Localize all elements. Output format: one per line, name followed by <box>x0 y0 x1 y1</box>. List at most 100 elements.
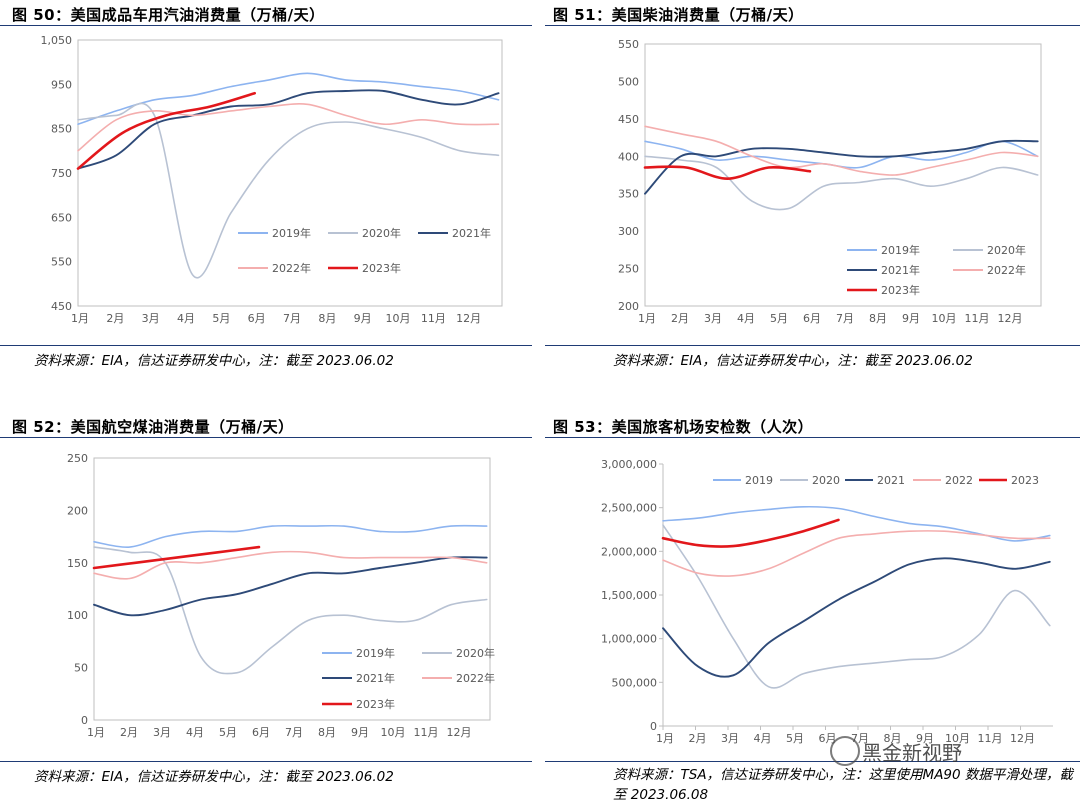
x-tick-label: 3月 <box>704 312 722 325</box>
x-tick-label: 12月 <box>447 726 472 739</box>
x-tick-label: 12月 <box>998 312 1023 325</box>
x-tick-label: 7月 <box>836 312 854 325</box>
y-tick-label: 950 <box>51 78 72 91</box>
y-tick-label: 550 <box>618 38 639 51</box>
series-line-2023 <box>661 518 840 548</box>
y-tick-label: 200 <box>67 504 88 517</box>
legend-label: 2022 <box>945 474 973 487</box>
x-tick-label: 4月 <box>737 312 755 325</box>
x-tick-label: 11月 <box>421 312 446 325</box>
y-tick-label: 750 <box>51 167 72 180</box>
x-tick-label: 4月 <box>186 726 204 739</box>
series-line-2019 <box>77 72 500 125</box>
y-tick-label: 3,000,000 <box>601 458 657 471</box>
y-tick-label: 250 <box>618 263 639 276</box>
x-tick-label: 2月 <box>120 726 138 739</box>
chart-title: 图 52：美国航空煤油消费量（万桶/天） <box>12 418 294 436</box>
series-line-2020 <box>93 546 488 675</box>
y-tick-label: 450 <box>51 300 72 313</box>
x-tick-label: 6月 <box>252 726 270 739</box>
series-line-2021 <box>77 89 500 170</box>
tsa-chart: 0 500,000 1,000,000 1,500,000 2,000,000 2,500… <box>601 458 1053 745</box>
x-tick-label: 9月 <box>902 312 920 325</box>
diesel-chart: 200 250 300 350 400 450 500 550 1月 2月 3月 4月 5月 6月 7月 8月… <box>618 38 1042 325</box>
chart-source: 资料来源：EIA，信达证券研发中心，注：截至 2023.06.02 <box>34 353 394 369</box>
x-tick-label: 11月 <box>414 726 439 739</box>
y-tick-label: 650 <box>51 211 72 224</box>
y-tick-label: 0 <box>650 720 657 733</box>
series-line-2019 <box>93 524 488 548</box>
y-tick-label: 550 <box>51 256 72 269</box>
y-tick-label: 500,000 <box>612 676 658 689</box>
y-tick-label: 250 <box>67 452 88 465</box>
x-tick-label: 5月 <box>212 312 230 325</box>
x-tick-label: 8月 <box>869 312 887 325</box>
x-tick-label: 10月 <box>945 732 970 745</box>
legend-label: 2019 <box>745 474 773 487</box>
y-tick-label: 50 <box>74 662 88 675</box>
y-tick-label: 450 <box>618 113 639 126</box>
x-tick-label: 5月 <box>786 732 804 745</box>
y-tick-label: 200 <box>618 300 639 313</box>
legend-label: 2021 <box>877 474 905 487</box>
legend-label: 2023年 <box>362 261 401 275</box>
jet-fuel-chart: 0 50 100 150 200 250 1月 2月 3月 4月 5月 6月 7月 8月 9月 10月 11月 1… <box>67 452 495 739</box>
x-tick-label: 3月 <box>721 732 739 745</box>
y-tick-label: 300 <box>618 225 639 238</box>
source-rule <box>0 345 532 346</box>
legend-label: 2022年 <box>272 261 311 275</box>
chart-panel-tsa: 图 53：美国旅客机场安检数（人次） 0 500,000 1,000,000 1,50… <box>545 412 1080 803</box>
series-line-2022 <box>644 125 1039 176</box>
series-line-2020 <box>644 155 1039 211</box>
x-tick-label: 1月 <box>71 312 89 325</box>
title-rule <box>545 25 1080 26</box>
legend-label: 2020年 <box>362 226 401 240</box>
series-line-2022 <box>77 103 500 152</box>
y-tick-label: 2,500,000 <box>601 502 657 515</box>
x-tick-label: 2月 <box>671 312 689 325</box>
chart-panel-jet-fuel: 图 52：美国航空煤油消费量（万桶/天） 0 50 100 150 200 250 1月 2月… <box>0 412 535 802</box>
legend-label: 2019年 <box>272 226 311 240</box>
legend-label: 2019年 <box>356 646 395 660</box>
wechat-icon <box>830 736 860 766</box>
source-rule <box>545 345 1080 346</box>
x-tick-label: 3月 <box>142 312 160 325</box>
title-rule <box>0 25 532 26</box>
x-tick-label: 7月 <box>285 726 303 739</box>
legend-label: 2021年 <box>452 226 491 240</box>
chart-title: 图 50：美国成品车用汽油消费量（万桶/天） <box>12 6 325 24</box>
x-tick-label: 8月 <box>318 312 336 325</box>
legend-label: 2023年 <box>881 283 920 297</box>
x-tick-label: 11月 <box>978 732 1003 745</box>
series-line-2020 <box>77 102 500 279</box>
series-line-2023 <box>76 91 256 170</box>
series-line-2023 <box>643 165 812 180</box>
title-rule <box>0 437 532 438</box>
source-rule <box>0 761 532 762</box>
series-line-2022 <box>662 530 1051 577</box>
chart-source: 资料来源：EIA，信达证券研发中心，注：截至 2023.06.02 <box>34 769 394 785</box>
x-tick-label: 6月 <box>248 312 266 325</box>
plot-frame <box>77 39 503 307</box>
chart-title: 图 53：美国旅客机场安检数（人次） <box>553 418 814 436</box>
series-line-2021 <box>662 557 1051 678</box>
x-tick-label: 9月 <box>351 726 369 739</box>
x-tick-label: 7月 <box>283 312 301 325</box>
x-tick-label: 3月 <box>153 726 171 739</box>
series-line-2022 <box>93 550 488 580</box>
x-tick-label: 4月 <box>754 732 772 745</box>
y-tick-label: 1,500,000 <box>601 589 657 602</box>
chart-source: 资料来源：TSA，信达证券研发中心，注：这里使用MA90 数据平滑处理，截至 2… <box>613 767 1073 803</box>
x-tick-label: 4月 <box>177 312 195 325</box>
x-tick-label: 2月 <box>689 732 707 745</box>
legend-label: 2022年 <box>987 263 1026 277</box>
legend-label: 2023年 <box>356 697 395 711</box>
y-tick-label: 150 <box>67 557 88 570</box>
y-tick-label: 0 <box>81 714 88 727</box>
legend-label: 2021年 <box>356 671 395 685</box>
watermark: 黑金新视野 <box>862 741 962 765</box>
x-tick-label: 1月 <box>87 726 105 739</box>
y-tick-label: 2,000,000 <box>601 545 657 558</box>
x-tick-label: 10月 <box>386 312 411 325</box>
x-tick-label: 5月 <box>770 312 788 325</box>
